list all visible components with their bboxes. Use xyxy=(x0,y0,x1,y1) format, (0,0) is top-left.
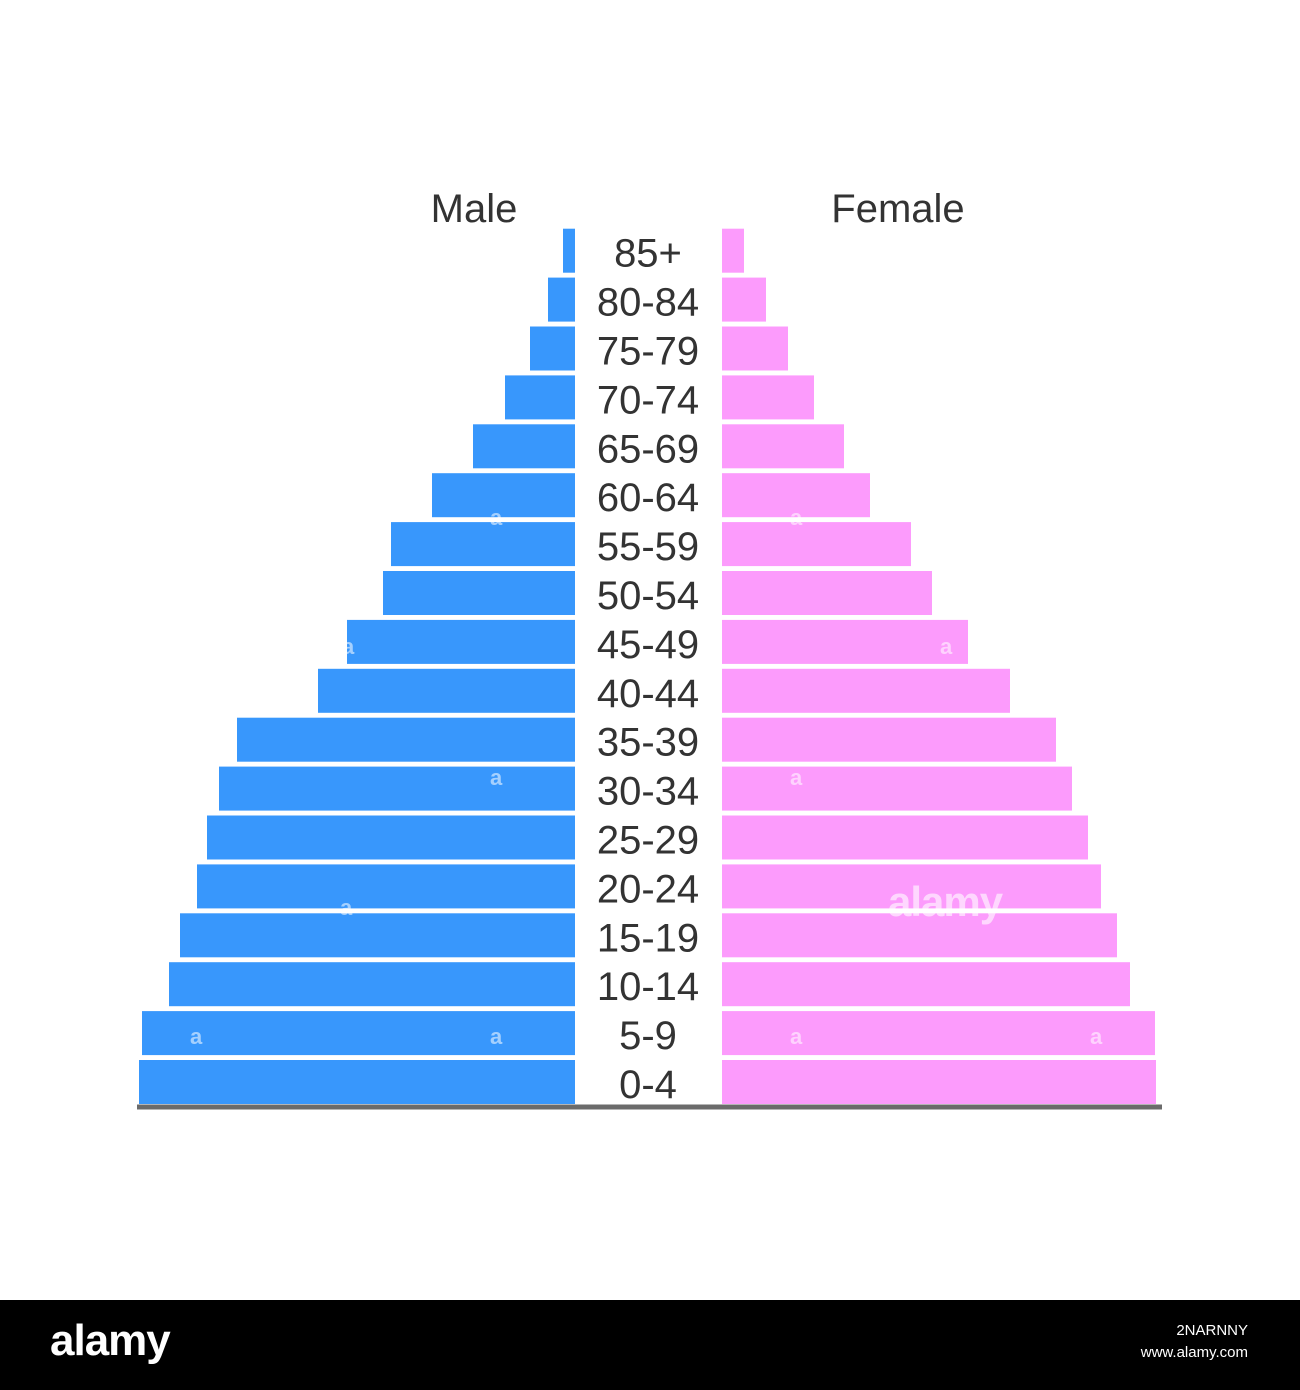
age-label-15-19: 15-19 xyxy=(597,916,699,960)
age-label-30-34: 30-34 xyxy=(597,770,699,814)
male-bar-20-24 xyxy=(197,864,575,909)
male-bars xyxy=(139,228,575,1104)
male-bar-25-29 xyxy=(207,815,575,860)
male-bar-15-19 xyxy=(180,913,575,958)
female-bar-35-39 xyxy=(722,717,1056,762)
age-label-80-84: 80-84 xyxy=(597,281,699,325)
male-bar-80-84 xyxy=(548,277,575,322)
female-bar-25-29 xyxy=(722,815,1088,860)
male-bar-0-4 xyxy=(139,1060,575,1104)
male-bar-60-64 xyxy=(432,473,575,518)
female-bar-55-59 xyxy=(722,522,911,567)
age-label-60-64: 60-64 xyxy=(597,476,699,520)
age-label-65-69: 65-69 xyxy=(597,427,699,471)
age-label-10-14: 10-14 xyxy=(597,965,699,1009)
male-bar-65-69 xyxy=(473,424,575,469)
male-series-label: Male xyxy=(431,187,518,231)
age-label-85+: 85+ xyxy=(614,232,682,276)
male-bar-5-9 xyxy=(142,1011,575,1056)
age-label-25-29: 25-29 xyxy=(597,819,699,863)
female-bar-45-49 xyxy=(722,619,968,664)
female-bar-5-9 xyxy=(722,1011,1155,1056)
image-id: 2NARNNY xyxy=(1176,1322,1248,1339)
female-bars xyxy=(722,228,1156,1104)
female-bar-70-74 xyxy=(722,375,814,420)
footer-bar: alamy 2NARNNY www.alamy.com xyxy=(0,1300,1300,1390)
male-bar-30-34 xyxy=(219,766,575,811)
male-bar-70-74 xyxy=(505,375,575,420)
female-bar-0-4 xyxy=(722,1060,1156,1104)
female-bar-85+ xyxy=(722,228,744,273)
female-bar-65-69 xyxy=(722,424,844,469)
age-label-75-79: 75-79 xyxy=(597,330,699,374)
footer-logo: alamy xyxy=(50,1316,171,1365)
footer-image-info: 2NARNNY www.alamy.com xyxy=(1141,1320,1248,1364)
female-series-label: Female xyxy=(831,187,964,231)
female-bar-50-54 xyxy=(722,571,932,615)
male-bar-35-39 xyxy=(237,717,575,762)
male-bar-75-79 xyxy=(530,326,575,371)
age-label-35-39: 35-39 xyxy=(597,721,699,765)
age-label-20-24: 20-24 xyxy=(597,867,699,911)
male-bar-10-14 xyxy=(169,962,575,1007)
female-bar-75-79 xyxy=(722,326,788,371)
female-bar-60-64 xyxy=(722,473,870,518)
site-url: www.alamy.com xyxy=(1140,1344,1248,1361)
age-label-70-74: 70-74 xyxy=(597,378,699,422)
male-bar-55-59 xyxy=(391,522,575,567)
female-bar-30-34 xyxy=(722,766,1072,811)
male-bar-50-54 xyxy=(383,571,575,615)
age-label-50-54: 50-54 xyxy=(597,574,699,618)
female-bar-80-84 xyxy=(722,277,766,322)
female-bar-40-44 xyxy=(722,668,1010,713)
age-label-55-59: 55-59 xyxy=(597,525,699,569)
age-label-40-44: 40-44 xyxy=(597,672,699,716)
male-bar-45-49 xyxy=(347,619,575,664)
male-bar-40-44 xyxy=(318,668,575,713)
female-bar-20-24 xyxy=(722,864,1101,909)
age-label-45-49: 45-49 xyxy=(597,623,699,667)
age-label-5-9: 5-9 xyxy=(619,1014,677,1058)
female-bar-10-14 xyxy=(722,962,1130,1007)
male-bar-85+ xyxy=(563,228,575,273)
female-bar-15-19 xyxy=(722,913,1117,958)
age-label-0-4: 0-4 xyxy=(619,1063,677,1107)
